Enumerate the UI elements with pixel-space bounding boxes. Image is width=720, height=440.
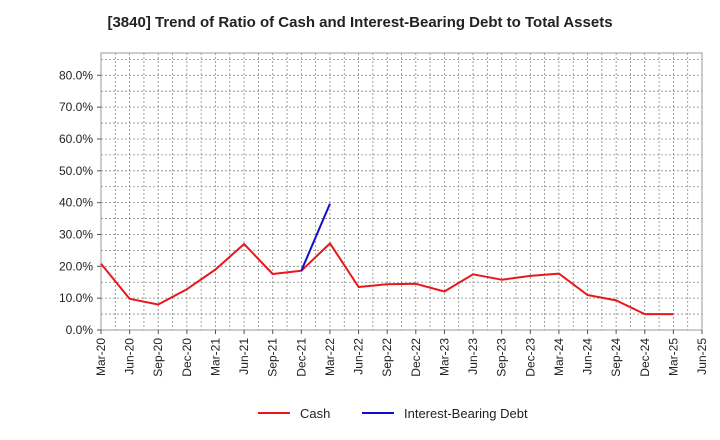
legend-label: Interest-Bearing Debt bbox=[404, 406, 528, 421]
grid-lines bbox=[101, 53, 702, 330]
x-tick-label: Mar-23 bbox=[437, 338, 451, 376]
series-line-cash bbox=[100, 242, 674, 316]
y-tick-label: 80.0% bbox=[59, 68, 93, 82]
x-tick-label: Sep-24 bbox=[609, 338, 623, 377]
x-tick-label: Dec-21 bbox=[294, 338, 308, 377]
y-tick-label: 70.0% bbox=[59, 100, 93, 114]
y-tick-label: 40.0% bbox=[59, 196, 93, 210]
legend-label: Cash bbox=[300, 406, 330, 421]
series-lines bbox=[100, 203, 674, 316]
y-tick-label: 10.0% bbox=[59, 291, 93, 305]
x-tick-label: Jun-20 bbox=[123, 338, 137, 375]
y-tick-label: 20.0% bbox=[59, 259, 93, 273]
y-axis-ticks: 0.0% 10.0% 20.0% 30.0% 40.0% 50.0% 60.0% 70.0% 8… bbox=[59, 68, 101, 337]
x-tick-label: Jun-23 bbox=[466, 338, 480, 375]
x-tick-label: Jun-21 bbox=[237, 338, 251, 375]
plot-frame bbox=[100, 52, 703, 331]
x-tick-label: Sep-23 bbox=[495, 338, 509, 377]
y-tick-label: 60.0% bbox=[59, 132, 93, 146]
x-tick-label: Mar-21 bbox=[208, 338, 222, 376]
x-tick-label: Jun-25 bbox=[695, 338, 709, 375]
x-tick-label: Mar-22 bbox=[323, 338, 337, 376]
x-tick-label: Dec-22 bbox=[409, 338, 423, 377]
x-tick-label: Dec-23 bbox=[523, 338, 537, 377]
legend: Cash Interest-Bearing Debt bbox=[258, 406, 528, 421]
y-tick-label: 0.0% bbox=[66, 323, 94, 337]
y-tick-label: 30.0% bbox=[59, 227, 93, 241]
x-tick-label: Dec-24 bbox=[638, 338, 652, 377]
x-tick-label: Mar-20 bbox=[94, 338, 108, 376]
series-line-interest-bearing-debt bbox=[300, 203, 331, 272]
x-tick-label: Sep-20 bbox=[151, 338, 165, 377]
x-axis-ticks: Mar-20 Jun-20 Sep-20 Dec-20 Mar-21 Jun-21 Sep-… bbox=[94, 330, 709, 377]
x-tick-label: Dec-20 bbox=[180, 338, 194, 377]
x-tick-label: Mar-24 bbox=[552, 338, 566, 376]
chart-title: [3840] Trend of Ratio of Cash and Intere… bbox=[107, 14, 613, 31]
x-tick-label: Sep-21 bbox=[266, 338, 280, 377]
y-tick-label: 50.0% bbox=[59, 164, 93, 178]
x-tick-label: Sep-22 bbox=[380, 338, 394, 377]
x-tick-label: Jun-24 bbox=[581, 338, 595, 375]
x-tick-label: Jun-22 bbox=[352, 338, 366, 375]
x-tick-label: Mar-25 bbox=[666, 338, 680, 376]
